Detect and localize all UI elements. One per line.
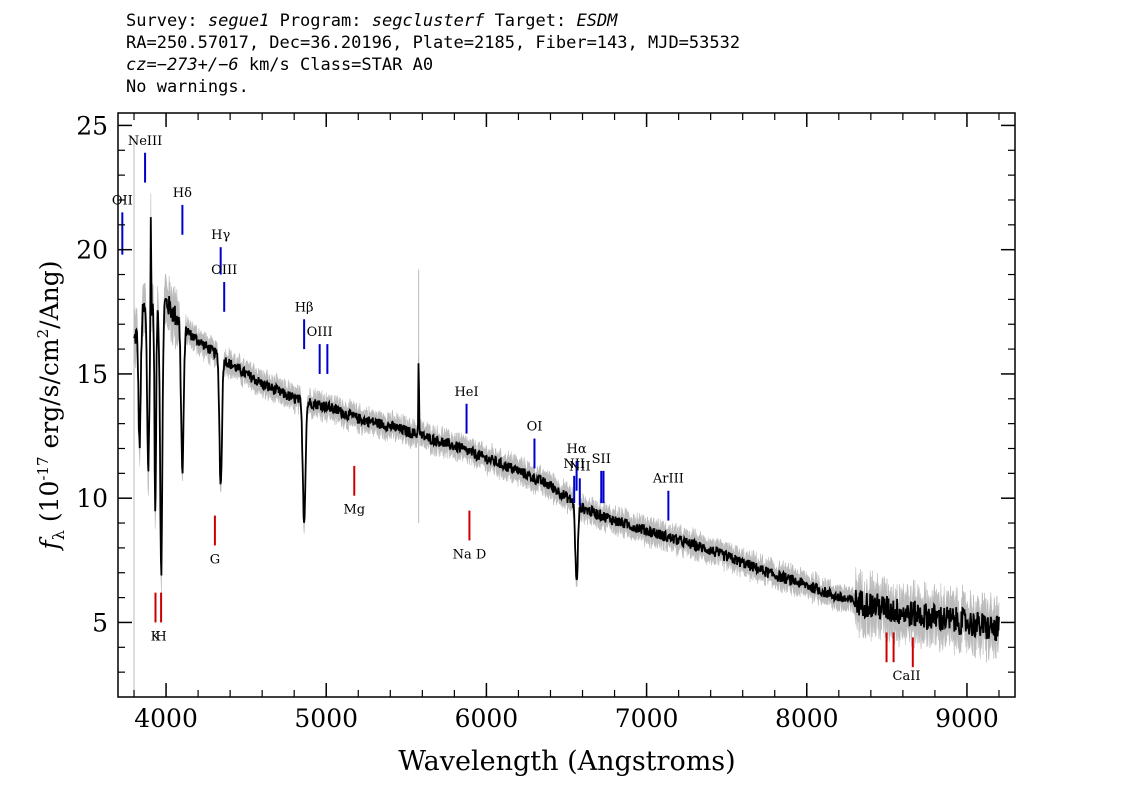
emission-line-label: Hγ — [211, 228, 230, 243]
x-tick-label: 8000 — [775, 704, 839, 733]
x-tick-label: 9000 — [935, 704, 999, 733]
x-tick-label: 6000 — [455, 704, 519, 733]
absorption-line-label: H — [155, 629, 166, 644]
y-label-exp2: 2 — [34, 329, 52, 339]
y-label-units: (10 — [35, 481, 64, 531]
emission-line-label: ArIII — [652, 472, 684, 487]
absorption-line-label: K — [151, 629, 161, 644]
program-label: Program: — [279, 11, 362, 31]
plot-frame — [117, 112, 1016, 698]
absorption-line-label: Mg — [343, 503, 365, 518]
y-tick-label: 10 — [76, 484, 108, 513]
y-label-units3: /Ang) — [35, 260, 64, 328]
x-tick-label: 4000 — [134, 704, 198, 733]
spectrum-line — [133, 217, 1000, 642]
emission-line-label: Hα — [567, 442, 587, 457]
x-tick-label: 5000 — [294, 704, 358, 733]
svg-text:fλ (10-17 erg/s/cm2/Ang): fλ (10-17 erg/s/cm2/Ang) — [34, 260, 68, 551]
emission-line-label: HeI — [454, 385, 478, 400]
y-label-exponent: -17 — [34, 456, 52, 480]
error-band-area — [133, 193, 1000, 663]
emission-line-label: OII — [112, 193, 133, 208]
emission-line-label: SII — [592, 452, 611, 467]
header-line-warnings: No warnings. — [126, 77, 249, 97]
emission-line-label: Hβ — [295, 300, 314, 315]
header-line-survey: Survey: segue1 Program: segclusterf Targ… — [126, 10, 740, 32]
redshift-class: km/s Class=STAR A0 — [238, 55, 434, 75]
emission-line-label: OIII — [307, 325, 333, 340]
x-axis-label: Wavelength (Angstroms) — [398, 746, 735, 777]
header-line-redshift: cz=−273+/−6 km/s Class=STAR A0 — [126, 54, 740, 76]
spectrum-polyline — [133, 217, 1000, 642]
x-tick-label: 7000 — [615, 704, 679, 733]
y-tick-label: 25 — [76, 111, 108, 140]
survey-label: Survey: — [126, 11, 198, 31]
y-tick-label: 15 — [76, 360, 108, 389]
target-value: ESDM — [576, 11, 618, 31]
emission-line-label: Hδ — [173, 186, 192, 201]
emission-line-label: OIII — [211, 263, 237, 278]
y-label-symbol: f — [35, 537, 64, 552]
absorption-line-label: G — [210, 552, 220, 567]
target-label: Target: — [494, 11, 567, 31]
program-value: segclusterf — [371, 11, 485, 31]
spectrum-header: Survey: segue1 Program: segclusterf Targ… — [126, 10, 740, 98]
emission-line-label: NII — [569, 459, 591, 474]
y-tick-label: 5 — [92, 608, 108, 637]
axis-ticks: 4000 5000 6000 7000 8000 9000 5 10 15 20 25 — [76, 111, 1015, 733]
emission-line-label: NeIII — [128, 134, 162, 149]
y-label-subscript: λ — [49, 530, 68, 540]
y-label-units2: erg/s/cm — [35, 338, 64, 456]
survey-value: segue1 — [207, 11, 270, 31]
emission-line-label: NII — [563, 457, 585, 472]
absorption-line-label: CaII — [893, 669, 921, 684]
emission-line-label: OI — [527, 420, 543, 435]
redshift-value: cz=−273+/−6 — [126, 55, 239, 75]
header-line-coordinates: RA=250.57017, Dec=36.20196, Plate=2185, … — [126, 33, 741, 53]
y-axis-label: fλ (10-17 erg/s/cm2/Ang) — [34, 260, 68, 551]
y-tick-label: 20 — [76, 236, 108, 265]
absorption-line-label: Na D — [453, 547, 487, 562]
